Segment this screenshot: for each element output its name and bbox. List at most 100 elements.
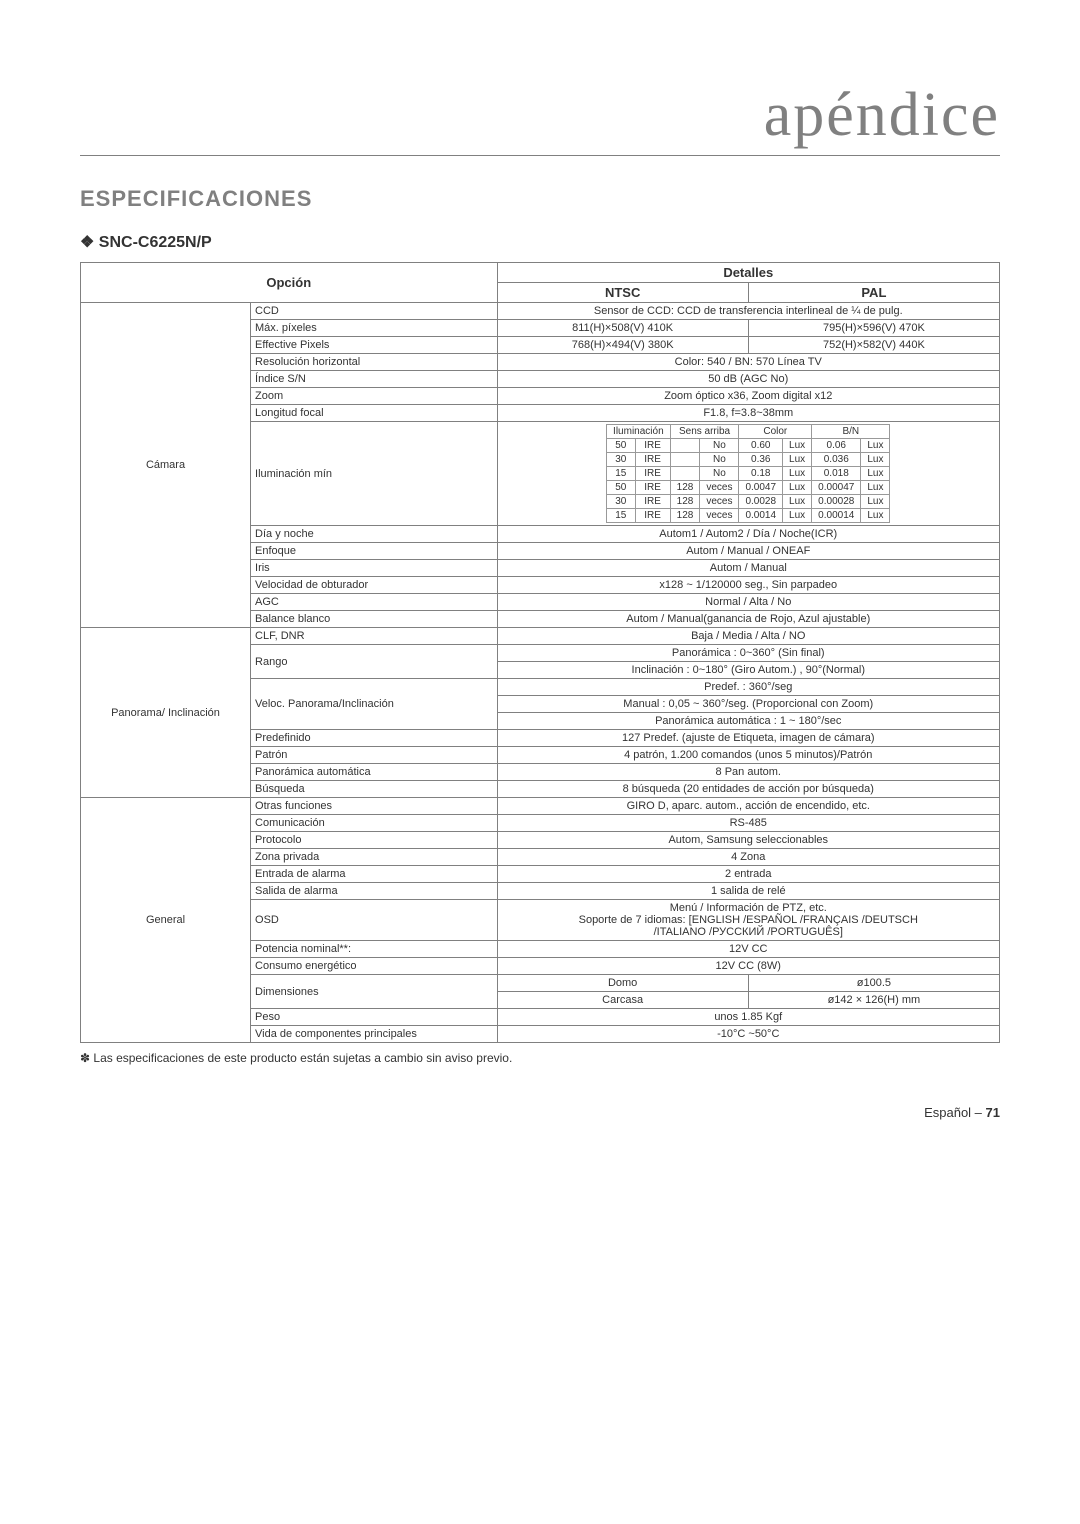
label: Vida de componentes principales: [251, 1026, 498, 1043]
label: AGC: [251, 594, 498, 611]
value: Iluminación Sens arriba Color B/N 50IREN…: [497, 422, 999, 526]
ilum-cell: 0.018: [812, 467, 861, 481]
ilum-cell: No: [700, 439, 739, 453]
label: Otras funciones: [251, 798, 498, 815]
ilum-cell: veces: [700, 481, 739, 495]
label: Zona privada: [251, 849, 498, 866]
ilum-cell: [670, 467, 700, 481]
ilum-cell: 30: [607, 495, 636, 509]
ilum-cell: 0.00047: [812, 481, 861, 495]
value: 752(H)×582(V) 440K: [748, 337, 999, 354]
value: Normal / Alta / No: [497, 594, 999, 611]
ihdr: Sens arriba: [670, 425, 739, 439]
osd-line: /ITALIANO /РУССКИЙ /PORTUGUÊS]: [502, 926, 995, 938]
ihdr: B/N: [812, 425, 890, 439]
value: 12V CC (8W): [497, 958, 999, 975]
label: Rango: [251, 645, 498, 679]
group-general: General: [81, 798, 251, 1043]
value: F1.8, f=3.8~38mm: [497, 405, 999, 422]
ilum-cell: 15: [607, 509, 636, 523]
ilum-cell: Lux: [861, 453, 890, 467]
value: -10°C ~50°C: [497, 1026, 999, 1043]
ilum-cell: Lux: [861, 439, 890, 453]
ilum-cell: 0.18: [739, 467, 783, 481]
ilum-cell: 0.0028: [739, 495, 783, 509]
label: Patrón: [251, 747, 498, 764]
label: Potencia nominal**:: [251, 941, 498, 958]
value: ø142 × 126(H) mm: [748, 992, 999, 1009]
hdr-detalles: Detalles: [497, 263, 999, 283]
ilum-cell: IRE: [635, 509, 670, 523]
label: Máx. píxeles: [251, 320, 498, 337]
ilum-cell: 30: [607, 453, 636, 467]
value: Autom / Manual(ganancia de Rojo, Azul aj…: [497, 611, 999, 628]
value: RS-485: [497, 815, 999, 832]
page-footer: Español – 71: [80, 1105, 1000, 1120]
value: Panorámica automática : 1 ~ 180°/sec: [497, 713, 999, 730]
value: ø100.5: [748, 975, 999, 992]
value: Carcasa: [497, 992, 748, 1009]
spec-table: Opción Detalles NTSC PAL Cámara CCD Sens…: [80, 262, 1000, 1043]
value: 2 entrada: [497, 866, 999, 883]
value: 4 Zona: [497, 849, 999, 866]
label: Iris: [251, 560, 498, 577]
ilum-cell: veces: [700, 509, 739, 523]
footer-lang: Español –: [924, 1105, 982, 1120]
ilum-cell: 128: [670, 495, 700, 509]
group-panorama: Panorama/ Inclinación: [81, 628, 251, 798]
value: 4 patrón, 1.200 comandos (unos 5 minutos…: [497, 747, 999, 764]
value: Autom / Manual / ONEAF: [497, 543, 999, 560]
value: Menú / Información de PTZ, etc. Soporte …: [497, 900, 999, 941]
ilum-cell: 50: [607, 481, 636, 495]
ilum-cell: Lux: [783, 467, 812, 481]
footnote: Las especificaciones de este producto es…: [80, 1051, 1000, 1065]
label: Balance blanco: [251, 611, 498, 628]
value: 50 dB (AGC No): [497, 371, 999, 388]
ilum-cell: IRE: [635, 467, 670, 481]
ilum-cell: 50: [607, 439, 636, 453]
ilum-cell: 0.00028: [812, 495, 861, 509]
ilum-cell: Lux: [861, 509, 890, 523]
hdr-ntsc: NTSC: [497, 283, 748, 303]
ilum-cell: 0.00014: [812, 509, 861, 523]
label: Effective Pixels: [251, 337, 498, 354]
label: Velocidad de obturador: [251, 577, 498, 594]
ilum-cell: Lux: [783, 439, 812, 453]
page-title-right: apéndice: [80, 80, 1000, 156]
ihdr: Iluminación: [607, 425, 671, 439]
value: 127 Predef. (ajuste de Etiqueta, imagen …: [497, 730, 999, 747]
ihdr: Color: [739, 425, 812, 439]
value: 12V CC: [497, 941, 999, 958]
ilum-cell: 0.36: [739, 453, 783, 467]
label: Dimensiones: [251, 975, 498, 1009]
label: Consumo energético: [251, 958, 498, 975]
value: Color: 540 / BN: 570 Línea TV: [497, 354, 999, 371]
value: 795(H)×596(V) 470K: [748, 320, 999, 337]
label: CCD: [251, 303, 498, 320]
ilum-cell: 0.06: [812, 439, 861, 453]
label: Índice S/N: [251, 371, 498, 388]
ilum-cell: IRE: [635, 439, 670, 453]
label: Iluminación mín: [251, 422, 498, 526]
value: unos 1.85 Kgf: [497, 1009, 999, 1026]
ilum-cell: IRE: [635, 481, 670, 495]
value: Panorámica : 0~360° (Sin final): [497, 645, 999, 662]
value: Autom1 / Autom2 / Día / Noche(ICR): [497, 526, 999, 543]
value: Predef. : 360°/seg: [497, 679, 999, 696]
value: Baja / Media / Alta / NO: [497, 628, 999, 645]
label: Salida de alarma: [251, 883, 498, 900]
value: 768(H)×494(V) 380K: [497, 337, 748, 354]
ilum-cell: Lux: [783, 495, 812, 509]
ilum-cell: 0.0014: [739, 509, 783, 523]
ilum-cell: IRE: [635, 453, 670, 467]
value: 8 búsqueda (20 entidades de acción por b…: [497, 781, 999, 798]
illumination-table: Iluminación Sens arriba Color B/N 50IREN…: [606, 424, 890, 523]
label: Veloc. Panorama/Inclinación: [251, 679, 498, 730]
ilum-cell: Lux: [783, 481, 812, 495]
value: Manual : 0,05 ~ 360°/seg. (Proporcional …: [497, 696, 999, 713]
ilum-cell: 0.036: [812, 453, 861, 467]
ilum-cell: 0.60: [739, 439, 783, 453]
label: Resolución horizontal: [251, 354, 498, 371]
label: Enfoque: [251, 543, 498, 560]
ilum-cell: veces: [700, 495, 739, 509]
